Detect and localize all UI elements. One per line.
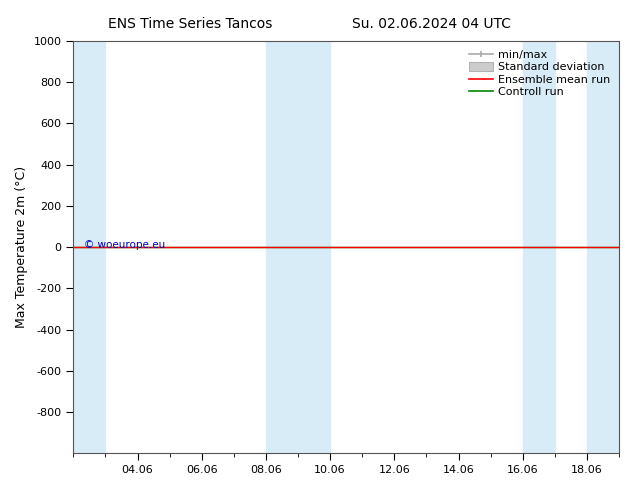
Bar [522, 41, 555, 453]
Bar [74, 41, 105, 453]
Y-axis label: Max Temperature 2m (°C): Max Temperature 2m (°C) [15, 166, 28, 328]
Bar [298, 41, 330, 453]
Bar [587, 41, 619, 453]
Legend: min/max, Standard deviation, Ensemble mean run, Controll run: min/max, Standard deviation, Ensemble me… [465, 47, 614, 100]
Text: © woeurope.eu: © woeurope.eu [84, 240, 165, 250]
Bar [266, 41, 298, 453]
Text: ENS Time Series Tancos: ENS Time Series Tancos [108, 17, 273, 31]
Text: Su. 02.06.2024 04 UTC: Su. 02.06.2024 04 UTC [352, 17, 510, 31]
